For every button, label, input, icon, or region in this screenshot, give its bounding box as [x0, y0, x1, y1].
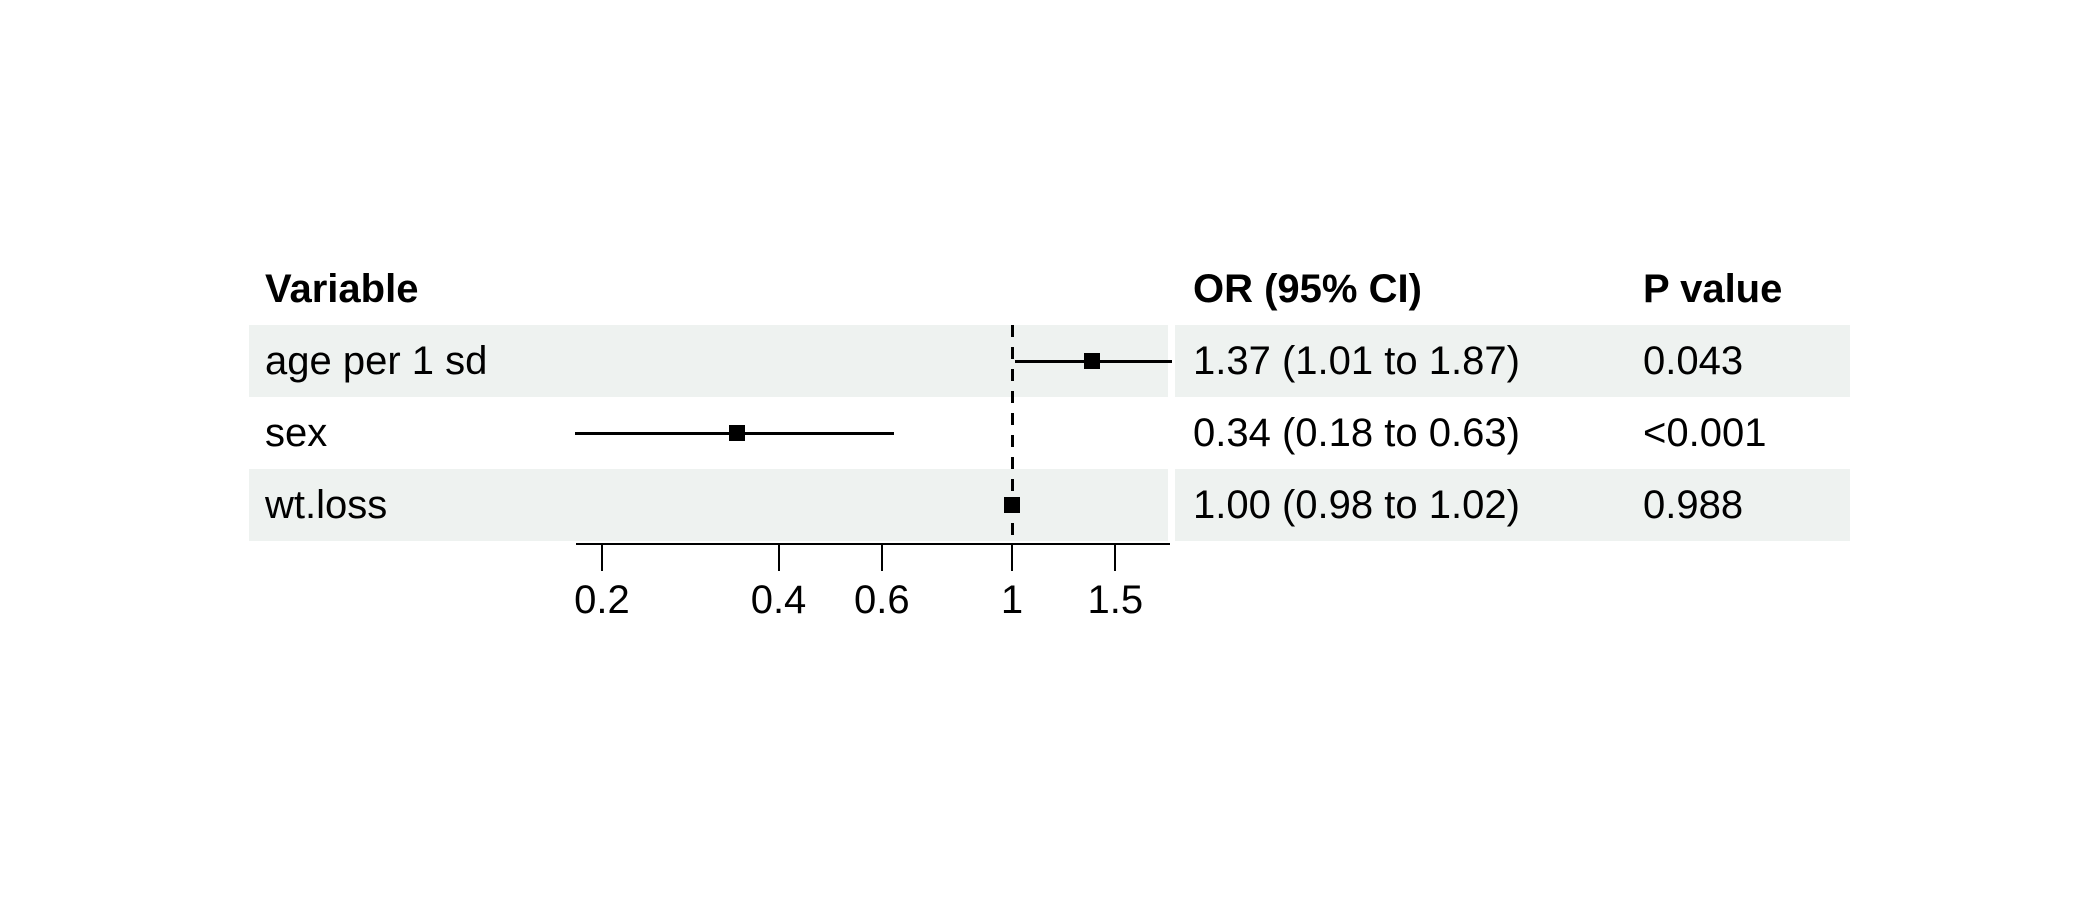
or-ci-value: 1.00 (0.98 to 1.02): [1193, 483, 1520, 527]
x-axis-tick: [600, 543, 603, 571]
or-ci-value: 1.37 (1.01 to 1.87): [1193, 339, 1520, 383]
column-header-or-ci: OR (95% CI): [1193, 267, 1422, 311]
x-axis-tick-label: 1: [1000, 578, 1024, 622]
x-axis-tick-label: 0.6: [853, 578, 910, 622]
p-value: 0.988: [1643, 483, 1744, 527]
column-header-variable: Variable: [265, 267, 419, 311]
p-value: 0.043: [1643, 339, 1744, 383]
x-axis-line: [576, 543, 1170, 545]
p-value: <0.001: [1643, 411, 1767, 455]
row-label: sex: [265, 411, 328, 455]
point-estimate-marker: [1084, 353, 1101, 369]
point-estimate-marker: [729, 425, 746, 441]
row-label: age per 1 sd: [265, 339, 488, 383]
x-axis-tick: [1114, 543, 1117, 571]
point-estimate-marker: [1004, 497, 1020, 513]
x-axis-tick: [777, 543, 780, 571]
x-axis-tick-label: 1.5: [1087, 578, 1144, 622]
row-label: wt.loss: [265, 483, 388, 527]
x-axis-tick-label: 0.2: [574, 578, 630, 622]
row-stripe: [1175, 469, 1850, 541]
row-stripe: [1175, 325, 1850, 397]
x-axis-tick-label: 0.4: [750, 578, 807, 622]
column-header-p-value: P value: [1643, 267, 1783, 311]
or-ci-value: 0.34 (0.18 to 0.63): [1193, 411, 1520, 455]
x-axis-tick: [1011, 543, 1013, 571]
x-axis-tick: [880, 543, 883, 571]
reference-line-or-1: [1010, 325, 1014, 543]
